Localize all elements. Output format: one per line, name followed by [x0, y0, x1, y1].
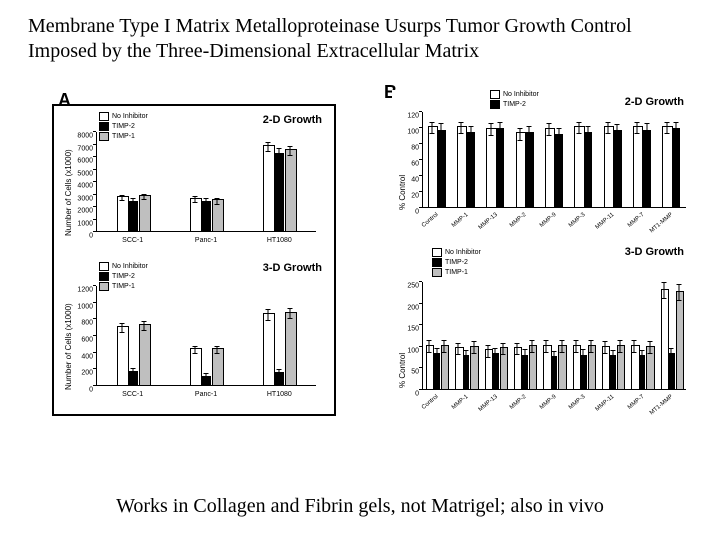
- panel-b-bot-ylabel: % Control: [398, 353, 407, 388]
- panel-a-top-ylabel: Number of Cells (x1000): [64, 149, 73, 236]
- panel-a: 2-D Growth No InhibitorTIMP-2TIMP-1 Numb…: [52, 104, 336, 416]
- panel-a-bot-chart: 020040060080010001200SCC-1Panc-1HT1080: [96, 286, 316, 386]
- panel-b-bot-subtitle: 3-D Growth: [625, 246, 684, 258]
- panel-b: 2-D Growth No InhibitorTIMP-2 % Control …: [392, 90, 692, 420]
- footer-caption: Works in Collagen and Fibrin gels, not M…: [0, 495, 720, 518]
- page-title: Membrane Type I Matrix Metalloproteinase…: [0, 0, 720, 70]
- panel-b-top-chart: 020406080100120ControlMMP-1MMP-13MMP-2MM…: [422, 112, 686, 208]
- panel-b-top-subtitle: 2-D Growth: [625, 96, 684, 108]
- panel-a-bot-ylabel: Number of Cells (x1000): [64, 303, 73, 390]
- panel-a-top-subtitle: 2-D Growth: [263, 114, 322, 126]
- panel-a-top-chart: 010002000300040005000600070008000SCC-1Pa…: [96, 132, 316, 232]
- figure-panels: A B 2-D Growth No InhibitorTIMP-2TIMP-1 …: [22, 90, 698, 462]
- panel-b-top-legend: No InhibitorTIMP-2: [490, 90, 539, 110]
- panel-b-top-ylabel: % Control: [398, 175, 407, 210]
- panel-a-bot-subtitle: 3-D Growth: [263, 262, 322, 274]
- panel-b-bot-legend: No InhibitorTIMP-2TIMP-1: [432, 248, 481, 278]
- panel-b-bot-chart: 050100150200250ControlMMP-1MMP-13MMP-2MM…: [422, 282, 686, 390]
